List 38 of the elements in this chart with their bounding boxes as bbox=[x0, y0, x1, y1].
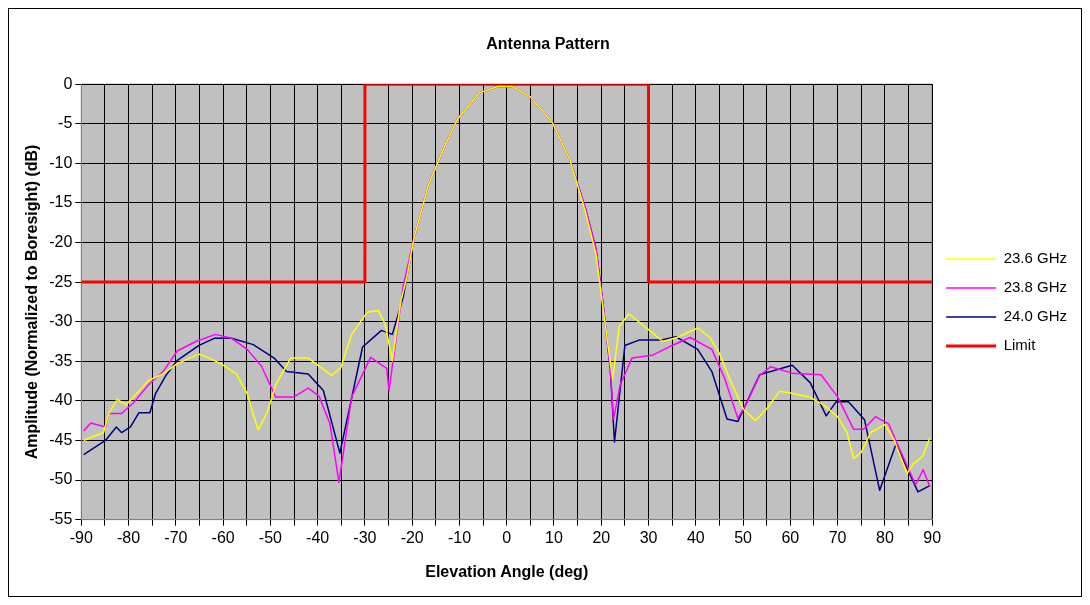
x-tick-label: -30 bbox=[353, 528, 377, 546]
x-tick-label: 40 bbox=[686, 528, 705, 546]
legend-label: 23.6 GHz bbox=[1003, 249, 1068, 267]
x-tick-label: -50 bbox=[258, 528, 283, 546]
x-tick-label: -70 bbox=[164, 528, 188, 546]
x-tick-label: 20 bbox=[592, 528, 611, 546]
x-tick-label: 30 bbox=[639, 528, 658, 546]
y-tick-label: -30 bbox=[49, 312, 73, 330]
x-tick-label: 70 bbox=[828, 528, 847, 546]
legend-label: 23.8 GHz bbox=[1003, 278, 1068, 296]
x-tick-label: 90 bbox=[923, 528, 942, 546]
y-tick-label: -50 bbox=[49, 470, 73, 488]
x-axis-title: Elevation Angle (deg) bbox=[425, 562, 589, 580]
x-tick-label: 80 bbox=[875, 528, 894, 546]
x-tick-label: 60 bbox=[781, 528, 800, 546]
y-tick-label: -15 bbox=[49, 193, 73, 211]
y-tick-label: -25 bbox=[49, 272, 73, 290]
x-tick-label: -80 bbox=[117, 528, 141, 546]
x-tick-label: -90 bbox=[69, 528, 93, 546]
x-tick-label: 50 bbox=[734, 528, 753, 546]
x-tick-label: -40 bbox=[306, 528, 330, 546]
chart-title: Antenna Pattern bbox=[486, 35, 610, 53]
x-tick-label: -20 bbox=[400, 528, 424, 546]
y-tick-label: 0 bbox=[63, 74, 73, 92]
x-tick-label: 10 bbox=[545, 528, 563, 546]
y-tick-label: -20 bbox=[49, 232, 73, 250]
y-tick-label: -45 bbox=[49, 430, 73, 448]
x-tick-label: -10 bbox=[447, 528, 472, 546]
legend-label: 24.0 GHz bbox=[1003, 307, 1068, 325]
x-tick-label: -60 bbox=[211, 528, 235, 546]
legend-label: Limit bbox=[1003, 336, 1037, 354]
x-tick-label: 0 bbox=[502, 528, 512, 546]
y-tick-label: -10 bbox=[49, 153, 73, 171]
y-tick-label: -35 bbox=[49, 351, 73, 369]
y-tick-label: -55 bbox=[49, 510, 73, 528]
y-axis-title: Amplitude (Normalized to Boresight) (dB) bbox=[23, 144, 41, 460]
y-tick-label: -40 bbox=[49, 391, 73, 409]
y-tick-label: -5 bbox=[58, 114, 73, 132]
